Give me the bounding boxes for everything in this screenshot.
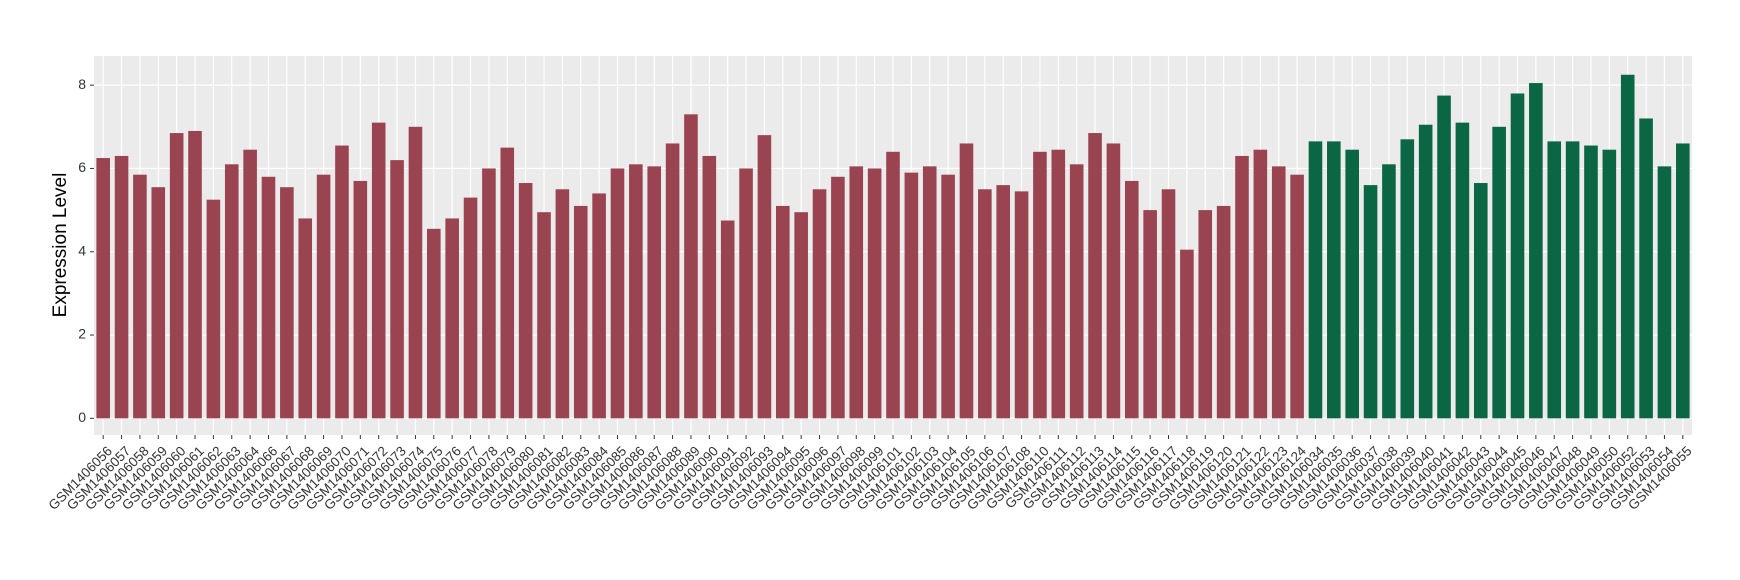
bar (1602, 149, 1617, 419)
bar (169, 133, 184, 419)
bar (849, 166, 864, 419)
bar (1216, 205, 1231, 419)
bar (941, 174, 955, 419)
bar (463, 197, 478, 419)
bar (518, 183, 533, 419)
bar (1473, 183, 1488, 419)
bar (867, 168, 882, 419)
y-tick-label: 2 (78, 326, 86, 342)
y-tick-label: 4 (78, 242, 86, 258)
bar (1382, 164, 1396, 419)
y-axis-label: Expression Level (50, 173, 71, 318)
bar (684, 114, 698, 419)
bar (1418, 124, 1433, 419)
bar (151, 187, 166, 419)
bar (1180, 249, 1194, 419)
bar (390, 160, 404, 419)
bar (188, 130, 202, 419)
bar (1290, 174, 1304, 419)
bar (904, 172, 919, 419)
bar (922, 166, 937, 419)
bar (353, 180, 368, 419)
bar (1363, 185, 1378, 419)
bar (1327, 141, 1341, 419)
bar (133, 174, 147, 419)
bar (261, 176, 276, 419)
bar (500, 147, 515, 419)
bar (555, 189, 570, 419)
bar (1584, 145, 1598, 419)
bar (720, 220, 735, 419)
bar (1400, 139, 1415, 419)
bar (1235, 155, 1249, 419)
bar (1161, 189, 1176, 419)
bar (665, 143, 680, 419)
bar (1106, 143, 1121, 419)
bar (1529, 83, 1543, 419)
bar (1639, 118, 1653, 419)
bar (1620, 74, 1635, 419)
bar (592, 193, 606, 419)
bar (243, 149, 257, 419)
y-tick-label: 6 (78, 159, 86, 175)
y-tick-label: 8 (78, 76, 86, 92)
bar (1510, 93, 1525, 419)
bar (757, 135, 772, 419)
bar (812, 189, 827, 419)
y-tick-label: 0 (78, 409, 86, 425)
bar (371, 122, 386, 419)
bar (978, 189, 992, 419)
bar (445, 218, 459, 419)
bar (573, 205, 588, 419)
bar (1124, 180, 1139, 419)
bar (1088, 133, 1102, 419)
bar (1033, 151, 1047, 419)
bar (1437, 95, 1451, 419)
bar (739, 168, 753, 419)
bar (482, 168, 496, 419)
bar (702, 155, 717, 419)
bar (1657, 166, 1672, 419)
bar (408, 126, 423, 419)
bar (1455, 122, 1470, 419)
bar (537, 212, 551, 419)
bar (959, 143, 974, 419)
bar (1253, 149, 1268, 419)
bar (1014, 191, 1029, 419)
bar (629, 164, 643, 419)
bar (831, 176, 845, 419)
bar (427, 228, 441, 419)
bar (316, 174, 331, 419)
bar (280, 187, 294, 419)
bar (298, 218, 313, 419)
bar (1345, 149, 1359, 419)
bar (206, 199, 221, 419)
bar (224, 164, 239, 419)
bar (96, 158, 110, 419)
bar (794, 212, 808, 419)
bar (1565, 141, 1580, 419)
bar (996, 185, 1011, 419)
bar (1271, 166, 1286, 419)
bar (1308, 141, 1323, 419)
bar (1069, 164, 1084, 419)
bar (775, 205, 790, 419)
bar (1051, 149, 1066, 419)
bar (335, 145, 349, 419)
bar (1143, 210, 1157, 419)
bar (114, 155, 129, 419)
bar (1492, 126, 1506, 419)
bar (886, 151, 900, 419)
bar (610, 168, 625, 419)
bar (647, 166, 662, 419)
bar (1547, 141, 1562, 419)
bar (1676, 143, 1690, 419)
bar (1198, 210, 1213, 419)
